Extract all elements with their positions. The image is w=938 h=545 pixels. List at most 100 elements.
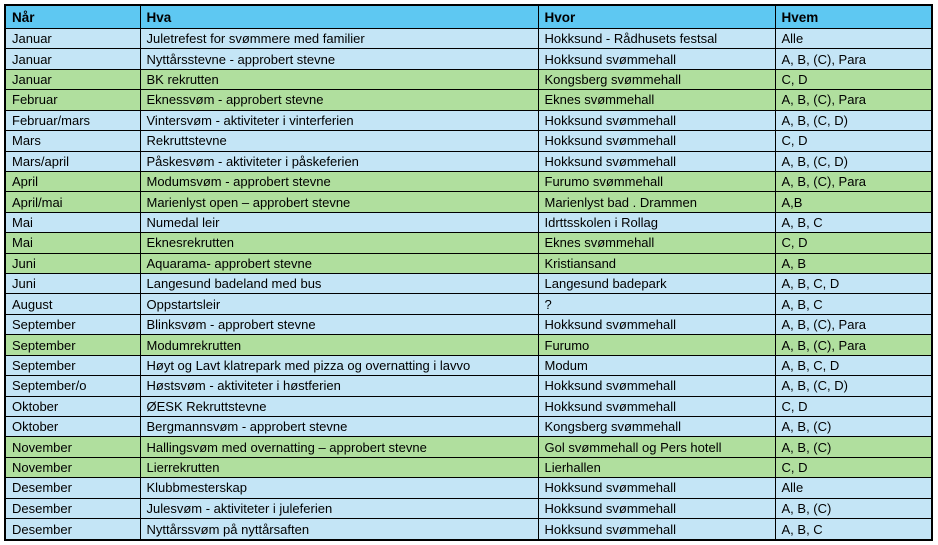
cell-hvem: C, D (774, 232, 933, 254)
cell-nar: Juni (4, 273, 141, 295)
cell-hvem: A, B, C (774, 293, 933, 315)
cell-hvor: Kristiansand (537, 252, 776, 275)
cell-hvor: Hokksund svømmehall (537, 313, 776, 336)
cell-hvem: A, B, C, D (774, 354, 933, 377)
cell-hva: Høyt og Lavt klatrepark med pizza og ove… (139, 354, 539, 377)
cell-hvor: ? (537, 293, 776, 315)
cell-hva: Nyttårssvøm på nyttårsaften (139, 518, 539, 541)
cell-hvem: A, B, (C), Para (774, 334, 933, 356)
cell-hvor: Hokksund svømmehall (537, 477, 776, 499)
table-row: November Lierrekrutten Lierhallen C, D (4, 456, 933, 479)
table-row: Oktober Bergmannsvøm - approbert stevne … (4, 416, 933, 438)
cell-hvor: Hokksund svømmehall (537, 518, 776, 541)
table-row: August Oppstartsleir ? A, B, C (4, 293, 933, 315)
table-row: Februar Eknessvøm - approbert stevne Ekn… (4, 89, 933, 111)
cell-nar: Desember (4, 518, 141, 541)
cell-nar: September (4, 354, 141, 377)
cell-hvor: Eknes svømmehall (537, 89, 776, 111)
cell-hvem: C, D (774, 68, 933, 91)
cell-hvor: Kongsberg svømmehall (537, 68, 776, 91)
cell-nar: November (4, 456, 141, 479)
cell-nar: Desember (4, 497, 141, 520)
cell-hvem: A, B, (C) (774, 416, 933, 438)
table-row: Mars/april Påskesvøm - aktiviteter i pås… (4, 150, 933, 172)
table-row: September/o Høstsvøm - aktiviteter i høs… (4, 375, 933, 397)
cell-nar: Januar (4, 48, 141, 70)
cell-hvem: A, B, (C, D) (774, 109, 933, 132)
cell-hvem: C, D (774, 130, 933, 152)
table-row: April/mai Marienlyst open – approbert st… (4, 191, 933, 213)
table-row: Januar BK rekrutten Kongsberg svømmehall… (4, 68, 933, 91)
table-row: Januar Nyttårsstevne - approbert stevne … (4, 48, 933, 70)
cell-nar: November (4, 436, 141, 458)
cell-hva: Aquarama- approbert stevne (139, 252, 539, 275)
cell-hvor: Hokksund svømmehall (537, 109, 776, 132)
table-row: Mai Eknesrekrutten Eknes svømmehall C, D (4, 232, 933, 254)
cell-nar: Januar (4, 27, 141, 50)
cell-hvor: Hokksund - Rådhusets festsal (537, 27, 776, 50)
cell-hvem: A, B, (C), Para (774, 313, 933, 336)
cell-hvor: Furumo svømmehall (537, 170, 776, 193)
cell-hva: Nyttårsstevne - approbert stevne (139, 48, 539, 70)
cell-hva: Lierrekrutten (139, 456, 539, 479)
cell-nar: September (4, 313, 141, 336)
cell-hvem: A, B, (C, D) (774, 375, 933, 397)
cell-hvor: Lierhallen (537, 456, 776, 479)
cell-nar: April/mai (4, 191, 141, 213)
cell-nar: September/o (4, 375, 141, 397)
cell-nar: Februar (4, 89, 141, 111)
cell-hvem: A, B, (C, D) (774, 150, 933, 172)
cell-hva: Vintersvøm - aktiviteter i vinterferien (139, 109, 539, 132)
table-row: Desember Nyttårssvøm på nyttårsaften Hok… (4, 518, 933, 541)
cell-hvem: A, B, (C) (774, 497, 933, 520)
cell-nar: September (4, 334, 141, 356)
cell-hvem: A, B, C, D (774, 273, 933, 295)
column-header-hva: Hva (139, 4, 539, 29)
table-row: Mai Numedal leir Idrttsskolen i Rollag A… (4, 211, 933, 234)
table-row: September Høyt og Lavt klatrepark med pi… (4, 354, 933, 377)
cell-nar: Januar (4, 68, 141, 91)
table-row: Juni Langesund badeland med bus Langesun… (4, 273, 933, 295)
cell-hva: Numedal leir (139, 211, 539, 234)
cell-nar: Februar/mars (4, 109, 141, 132)
cell-hvor: Kongsberg svømmehall (537, 416, 776, 438)
table-row: Januar Juletrefest for svømmere med fami… (4, 27, 933, 50)
cell-hvem: A, B, (C), Para (774, 48, 933, 70)
cell-hva: Påskesvøm - aktiviteter i påskeferien (139, 150, 539, 172)
cell-hvor: Hokksund svømmehall (537, 395, 776, 418)
cell-hvem: A, B, (C), Para (774, 89, 933, 111)
cell-hvor: Hokksund svømmehall (537, 375, 776, 397)
cell-hva: Modumrekrutten (139, 334, 539, 356)
table-body: Januar Juletrefest for svømmere med fami… (4, 27, 933, 541)
cell-hvor: Furumo (537, 334, 776, 356)
cell-hvem: C, D (774, 456, 933, 479)
table-row: Oktober ØESK Rekruttstevne Hokksund svøm… (4, 395, 933, 418)
cell-hvem: C, D (774, 395, 933, 418)
cell-hva: Modumsvøm - approbert stevne (139, 170, 539, 193)
cell-hvor: Marienlyst bad . Drammen (537, 191, 776, 213)
cell-hvor: Gol svømmehall og Pers hotell (537, 436, 776, 458)
cell-nar: April (4, 170, 141, 193)
cell-nar: August (4, 293, 141, 315)
table-row: Desember Julesvøm - aktiviteter i julefe… (4, 497, 933, 520)
table-row: November Hallingsvøm med overnatting – a… (4, 436, 933, 458)
cell-hva: Juletrefest for svømmere med familier (139, 27, 539, 50)
cell-hvem: A, B, (C), Para (774, 170, 933, 193)
cell-hvem: A, B (774, 252, 933, 275)
cell-hvor: Hokksund svømmehall (537, 150, 776, 172)
cell-hva: Marienlyst open – approbert stevne (139, 191, 539, 213)
cell-hvem: A, B, C (774, 211, 933, 234)
column-header-nar: Når (4, 4, 141, 29)
cell-hva: BK rekrutten (139, 68, 539, 91)
cell-hva: Eknesrekrutten (139, 232, 539, 254)
table-row: Desember Klubbmesterskap Hokksund svømme… (4, 477, 933, 499)
cell-nar: Oktober (4, 416, 141, 438)
cell-hva: Klubbmesterskap (139, 477, 539, 499)
cell-nar: Mai (4, 211, 141, 234)
cell-hvem: A, B, (C) (774, 436, 933, 458)
cell-hvor: Hokksund svømmehall (537, 48, 776, 70)
cell-nar: Mai (4, 232, 141, 254)
table-row: Februar/mars Vintersvøm - aktiviteter i … (4, 109, 933, 132)
cell-nar: Oktober (4, 395, 141, 418)
cell-hva: Langesund badeland med bus (139, 273, 539, 295)
